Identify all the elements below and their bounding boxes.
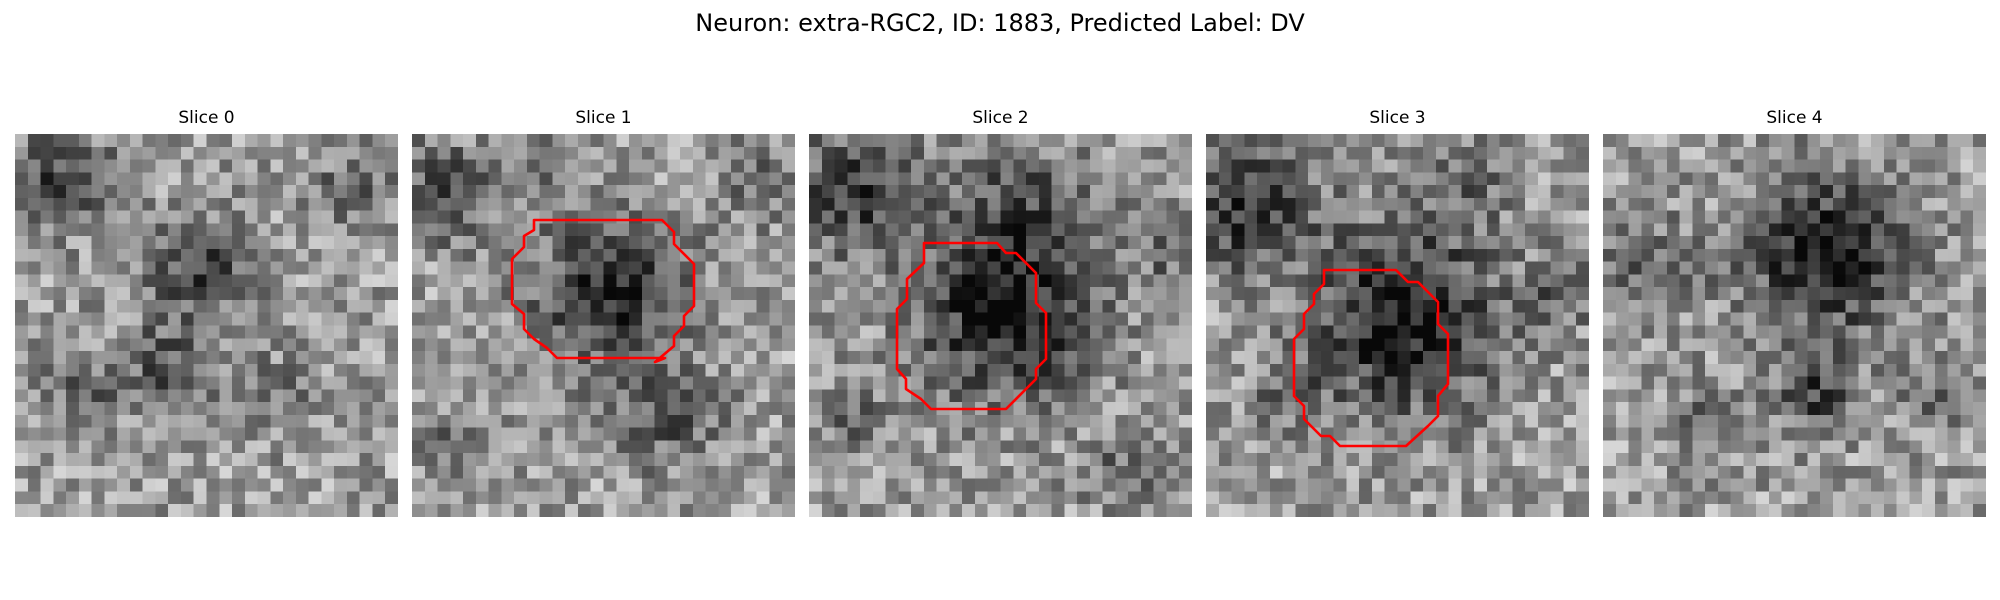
figure-title: Neuron: extra-RGC2, ID: 1883, Predicted … <box>695 9 1305 37</box>
slice-panel-2: Slice 2 <box>809 108 1192 517</box>
slice-image-3 <box>1206 134 1589 517</box>
slice-panel-0: Slice 0 <box>15 108 398 517</box>
slice-title: Slice 0 <box>178 108 235 128</box>
slice-panel-3: Slice 3 <box>1206 108 1589 517</box>
slice-image-4 <box>1603 134 1986 517</box>
contour-outline <box>510 218 696 364</box>
slice-title: Slice 2 <box>972 108 1029 128</box>
contour-outline <box>1292 268 1450 448</box>
slice-panel-4: Slice 4 <box>1603 108 1986 517</box>
contour-outline <box>895 241 1048 411</box>
slice-title: Slice 3 <box>1369 108 1426 128</box>
slice-image-0 <box>15 134 398 517</box>
slice-image-1 <box>412 134 795 517</box>
slice-panel-1: Slice 1 <box>412 108 795 517</box>
slice-image-2 <box>809 134 1192 517</box>
slice-title: Slice 4 <box>1766 108 1823 128</box>
slice-title: Slice 1 <box>575 108 632 128</box>
